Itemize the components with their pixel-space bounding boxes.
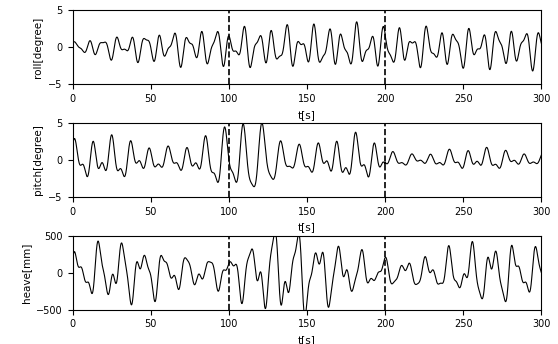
X-axis label: t[s]: t[s] <box>298 110 316 120</box>
Y-axis label: roll[degree]: roll[degree] <box>33 17 43 78</box>
Y-axis label: heave[mm]: heave[mm] <box>21 243 31 303</box>
Y-axis label: pitch[degree]: pitch[degree] <box>33 125 43 195</box>
X-axis label: t[s]: t[s] <box>298 335 316 344</box>
X-axis label: t[s]: t[s] <box>298 222 316 232</box>
